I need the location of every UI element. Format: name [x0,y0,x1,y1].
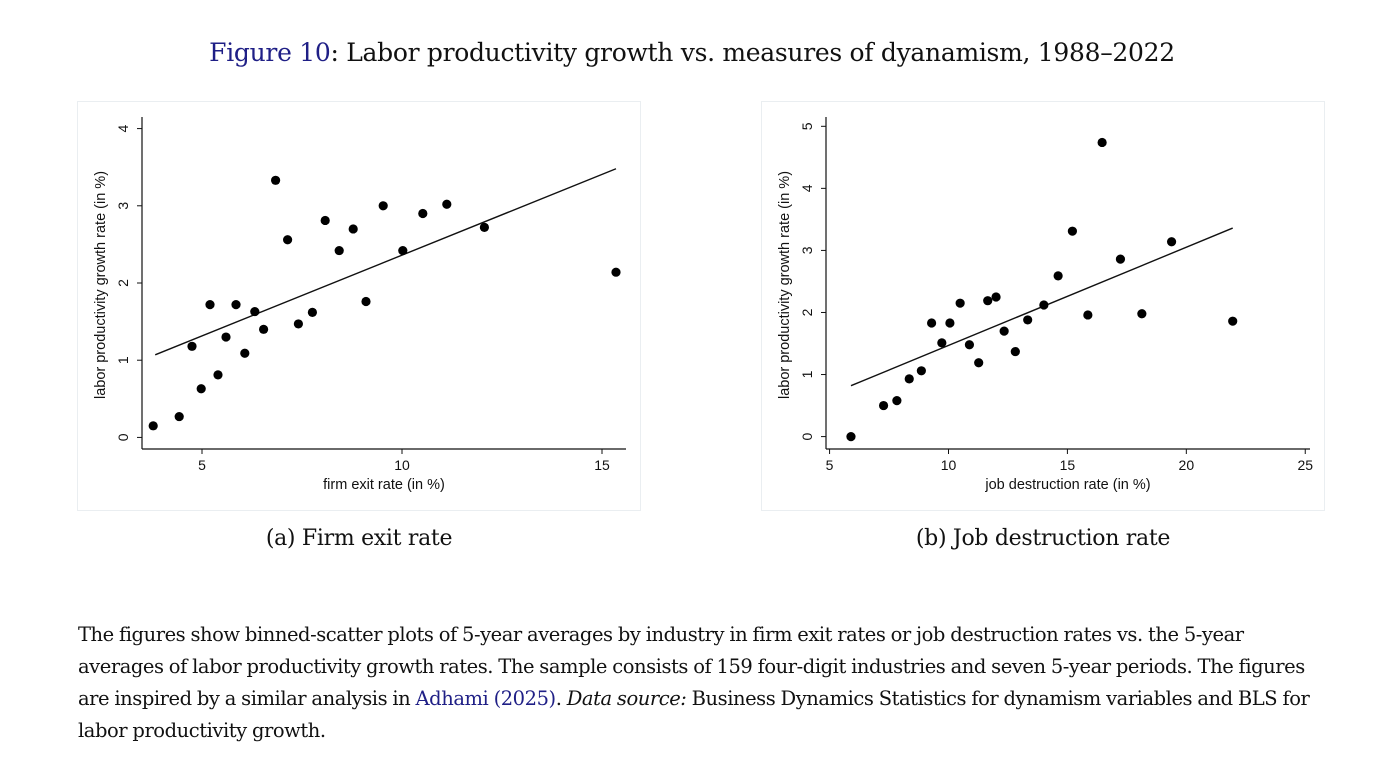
data-point [974,358,984,368]
chart-panel-firm-exit: 0 1 2 3 4 5 10 15 firm exit rate (in %) labor pro… [77,101,641,511]
data-point [904,374,914,384]
data-point [1166,237,1177,247]
data-point [334,245,344,256]
x-axis-title: firm exit rate (in %) [323,477,445,493]
data-point [892,395,902,406]
data-point [1083,310,1093,320]
data-point [320,215,330,226]
caption-text-1: The figures show binned-scatter plots of… [78,623,1305,710]
data-point [878,400,889,411]
data-point [1039,300,1049,310]
figure-label[interactable]: Figure 10 [209,38,331,67]
x-tick-label: 25 [1297,457,1313,473]
citation-link[interactable]: Adhami (2025) [415,687,557,710]
data-point [991,292,1001,302]
data-point [378,201,388,211]
data-point [964,340,975,350]
data-point [1228,316,1238,326]
data-point [361,296,371,307]
y-tick-label: 3 [115,202,131,210]
data-point [174,411,184,422]
subcaption-b: (b) Job destruction rate [915,526,1171,551]
data-point [240,348,250,358]
data-point [293,319,303,329]
data-point [231,300,241,310]
data-point [283,235,293,245]
data-point [955,298,965,308]
data-point [213,370,223,380]
y-tick-label: 0 [115,433,131,441]
data-point [307,307,317,317]
data-point [205,300,215,310]
data-point [442,199,452,209]
data-point [916,366,926,376]
data-source-label: Data source: [566,687,687,710]
y-tick-label: 5 [799,122,815,130]
scatter-chart-firm-exit: 0 1 2 3 4 5 10 15 firm exit rate (in %) labor pro… [93,117,626,493]
data-point [148,421,158,431]
x-tick-label: 15 [594,457,610,473]
y-tick-label: 0 [799,432,815,440]
y-axis-title: labor productivity growth rate (in %) [93,171,109,399]
subcaption-a: (a) Firm exit rate [265,526,453,551]
data-point [1053,271,1063,281]
y-axis-title: labor productivity growth rate (in %) [777,171,793,399]
data-point [999,326,1009,336]
y-tick-label: 4 [115,124,131,132]
data-point [221,332,231,342]
data-point [945,318,955,328]
x-axis-title: job destruction rate (in %) [984,477,1150,493]
x-tick-label: 15 [1060,457,1076,473]
x-tick-label: 20 [1179,457,1195,473]
caption-text-3: Business Dynamics Statistics for dynamis… [78,687,1310,742]
data-point [1067,226,1077,236]
data-point [846,431,856,442]
data-point [983,296,993,306]
y-tick-label: 4 [799,184,815,192]
data-point [348,224,358,234]
x-tick-label: 5 [826,457,834,473]
x-tick-label: 10 [394,457,410,473]
x-tick-label: 10 [941,457,957,473]
y-tick-label: 1 [115,356,131,364]
data-point [187,341,197,351]
data-point [271,175,281,185]
figure-title: Figure 10: Labor productivity growth vs.… [0,38,1384,67]
y-tick-label: 1 [799,370,815,378]
scatter-chart-job-destruction: 0 1 2 3 4 5 5 10 15 20 25 job destruction rate (in … [777,117,1313,493]
data-point [927,318,937,328]
figure-title-text: : Labor productivity growth vs. measures… [330,38,1175,67]
data-point [259,324,269,334]
data-point [479,222,489,233]
data-point [937,338,947,348]
caption-text-2: . [555,687,567,710]
x-tick-label: 5 [198,457,206,473]
data-point [1137,309,1147,319]
fitted-line [154,168,617,356]
y-tick-label: 2 [799,308,815,316]
y-tick-label: 3 [799,246,815,254]
data-point [1115,254,1126,264]
data-point [1097,137,1107,148]
chart-panel-job-destruction: 0 1 2 3 4 5 5 10 15 20 25 job destruction rate (in … [761,101,1325,511]
data-point [418,208,428,219]
figure-caption: The figures show binned-scatter plots of… [78,619,1328,747]
y-tick-label: 2 [115,279,131,287]
data-point [1023,315,1033,325]
data-point [398,245,408,256]
data-point [196,384,206,394]
data-point [250,306,260,317]
data-point [1010,346,1020,357]
data-point [611,267,621,277]
